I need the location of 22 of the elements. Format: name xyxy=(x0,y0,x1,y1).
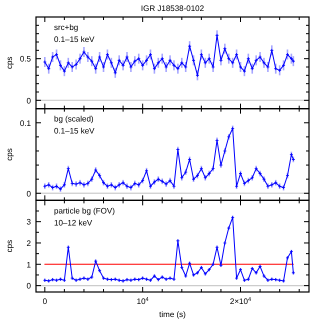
y-tick-label: 3 xyxy=(26,218,32,227)
x-tick-label: 0 xyxy=(42,297,48,306)
y-tick-label: 1 xyxy=(26,260,32,270)
annotation: 0.1–15 keV xyxy=(54,126,96,136)
y-tick-label: 0.5 xyxy=(20,54,32,64)
y-axis-title: cps xyxy=(5,56,14,70)
x-tick-label: 10$^{4}$ xyxy=(136,297,149,306)
x-tick-label: 2×10$^{4}$ xyxy=(230,297,252,306)
annotation: 10–12 keV xyxy=(54,218,93,228)
y-tick-label: 0 xyxy=(26,96,32,106)
annotation: 0.1–15 keV xyxy=(54,35,96,44)
y-tick-label: 0 xyxy=(26,282,32,291)
chart-title: IGR J18538-0102 xyxy=(140,4,205,13)
y-axis-title: cps xyxy=(5,240,14,252)
annotation: src+bg xyxy=(54,23,78,32)
y-tick-label: 0.1 xyxy=(20,118,32,128)
annotation: particle bg (FOV) xyxy=(54,206,116,216)
x-axis-title: time (s) xyxy=(159,310,186,319)
y-tick-label: 0 xyxy=(26,189,32,198)
y-tick-label: 2 xyxy=(26,238,32,248)
y-axis-title: cps xyxy=(5,148,14,161)
annotation: bg (scaled) xyxy=(54,114,94,124)
